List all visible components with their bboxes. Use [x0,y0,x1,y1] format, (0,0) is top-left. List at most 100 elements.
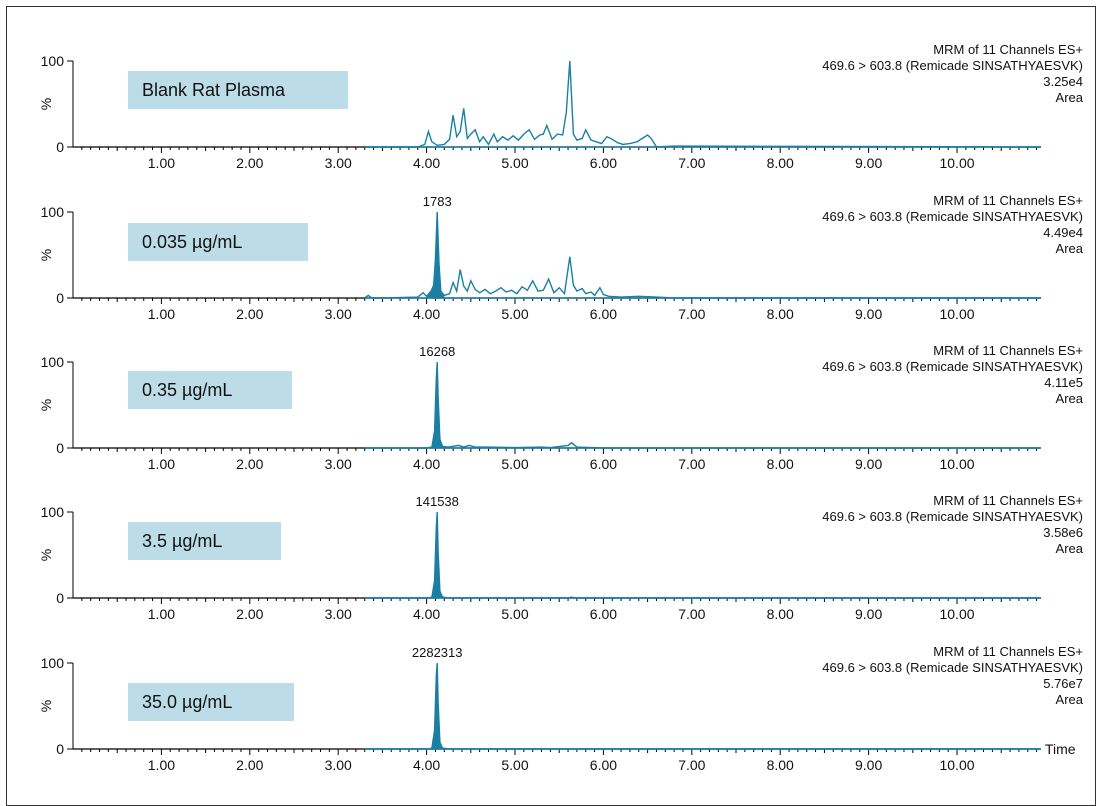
sample-label: Blank Rat Plasma [142,80,286,100]
header-line-4: Area [1056,241,1084,256]
header-line-4: Area [1056,391,1084,406]
x-tick-label: 6.00 [590,306,617,322]
integrated-peak [428,663,449,749]
x-tick-label: 1.00 [148,456,175,472]
x-tick-label: 10.00 [939,306,974,322]
peak-area-label: 1783 [423,194,452,209]
sample-label: 0.035 µg/mL [142,232,242,252]
trace-line [364,361,1041,449]
y-axis-label: % [38,98,54,110]
x-tick-label: 6.00 [590,757,617,773]
x-tick-label: 9.00 [855,456,882,472]
x-tick-label: 5.00 [501,606,528,622]
header-line-3: 3.25e4 [1043,74,1083,89]
peak-area-label: 2282313 [412,645,463,660]
trace-line [364,211,1041,299]
x-tick-label: 2.00 [236,456,263,472]
header-line-4: Area [1056,692,1084,707]
sample-label-box [128,683,294,721]
x-tick-label: 10.00 [939,456,974,472]
sample-label: 3.5 µg/mL [142,531,222,551]
y-tick-label: 0 [56,440,64,456]
x-tick-label: 8.00 [767,606,794,622]
x-tick-label: 6.00 [590,155,617,171]
trace-line [364,662,1041,750]
x-tick-label: 8.00 [767,456,794,472]
sample-label-box [128,223,308,261]
sample-label-box [128,371,292,409]
x-tick-label: 7.00 [678,155,705,171]
y-tick-label: 100 [41,204,65,220]
y-axis-label: % [38,549,54,561]
x-tick-label: 1.00 [148,757,175,773]
sample-label-box [128,71,348,109]
x-tick-label: 5.00 [501,155,528,171]
x-tick-label: 1.00 [148,155,175,171]
y-tick-label: 0 [56,139,64,155]
y-tick-label: 0 [56,290,64,306]
x-tick-label: 10.00 [939,606,974,622]
header-line-4: Area [1056,541,1084,556]
x-tick-label: 5.00 [501,757,528,773]
header-line-3: 5.76e7 [1043,676,1083,691]
x-tick-label: 9.00 [855,606,882,622]
chromatogram-panel-2: 0.035 µg/mL MRM of 11 Channels ES+469.6 >… [38,193,1084,322]
x-tick-label: 7.00 [678,306,705,322]
y-axis-label: % [38,249,54,261]
x-tick-label: 1.00 [148,306,175,322]
peak-area-label: 16268 [419,344,455,359]
x-axis-label: Time [1045,741,1076,757]
x-tick-label: 8.00 [767,757,794,773]
header-line-2: 469.6 > 603.8 (Remicade SINSATHYAESVK) [822,660,1083,675]
header-line-1: MRM of 11 Channels ES+ [933,644,1083,659]
header-line-3: 4.11e5 [1044,375,1083,390]
header-line-2: 469.6 > 603.8 (Remicade SINSATHYAESVK) [822,359,1083,374]
peak-area-label: 141538 [416,494,459,509]
header-line-1: MRM of 11 Channels ES+ [933,42,1083,57]
x-tick-label: 2.00 [236,155,263,171]
x-tick-label: 3.00 [325,606,352,622]
header-line-1: MRM of 11 Channels ES+ [933,343,1083,358]
x-tick-label: 7.00 [678,456,705,472]
header-line-1: MRM of 11 Channels ES+ [933,493,1083,508]
y-tick-label: 100 [41,354,65,370]
header-line-3: 4.49e4 [1043,225,1083,240]
x-tick-label: 9.00 [855,757,882,773]
x-tick-label: 4.00 [413,456,440,472]
x-tick-label: 4.00 [413,606,440,622]
header-line-1: MRM of 11 Channels ES+ [933,193,1083,208]
x-tick-label: 4.00 [413,757,440,773]
x-tick-label: 3.00 [325,306,352,322]
header-line-2: 469.6 > 603.8 (Remicade SINSATHYAESVK) [822,58,1083,73]
chromatogram-figure: Blank Rat Plasma MRM of 11 Channels ES+ 46… [6,6,1096,806]
y-tick-label: 100 [41,504,65,520]
header-line-2: 469.6 > 603.8 (Remicade SINSATHYAESVK) [822,509,1083,524]
x-tick-label: 3.00 [325,155,352,171]
x-tick-label: 9.00 [855,306,882,322]
chromatogram-panel-4: 3.5 µg/mL MRM of 11 Channels ES+469.6 > 6… [38,493,1084,622]
chromatogram-panel-3: 0.35 µg/mL MRM of 11 Channels ES+469.6 > … [38,343,1084,472]
sample-label: 35.0 µg/mL [142,692,232,712]
x-tick-label: 10.00 [939,757,974,773]
y-tick-label: 100 [41,655,65,671]
x-tick-label: 4.00 [413,306,440,322]
trace-line [364,511,1041,599]
x-tick-label: 9.00 [855,155,882,171]
x-tick-label: 1.00 [148,606,175,622]
header-line-2: 469.6 > 603.8 (Remicade SINSATHYAESVK) [822,209,1083,224]
x-tick-label: 2.00 [236,606,263,622]
header-line-4: Area [1056,90,1084,105]
x-tick-label: 3.00 [325,757,352,773]
y-tick-label: 100 [41,53,65,69]
trace-line [364,60,1042,148]
x-tick-label: 7.00 [678,606,705,622]
y-tick-label: 0 [56,741,64,757]
x-tick-label: 2.00 [236,306,263,322]
y-axis-label: % [38,700,54,712]
x-tick-label: 8.00 [767,306,794,322]
x-tick-label: 10.00 [939,155,974,171]
integrated-peak [428,512,449,598]
y-axis-label: % [38,399,54,411]
y-tick-label: 0 [56,590,64,606]
